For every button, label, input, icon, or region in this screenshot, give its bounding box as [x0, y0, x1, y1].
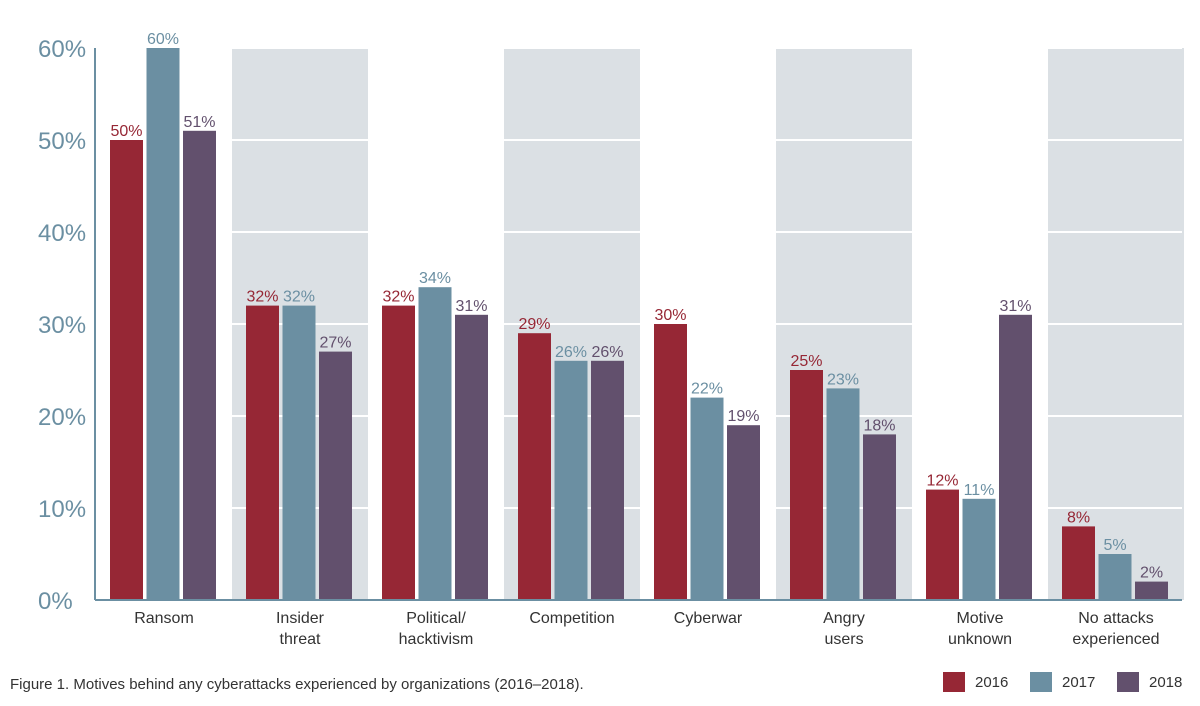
legend-label-2018: 2018 — [1149, 673, 1183, 691]
y-tick-label: 60% — [38, 36, 86, 63]
legend-item-2018: 2018 — [1117, 672, 1182, 692]
bar-value-label: 30% — [654, 307, 686, 324]
bar — [863, 434, 896, 600]
category-label: Political/ — [406, 610, 466, 627]
bar — [1062, 526, 1095, 600]
bar — [246, 305, 279, 600]
bar-value-label: 31% — [455, 298, 487, 315]
bar-value-label: 32% — [246, 289, 278, 306]
bar-value-label: 26% — [555, 344, 587, 361]
legend-item-2017: 2017 — [1030, 672, 1095, 692]
bar — [790, 370, 823, 600]
category-label: Motive — [956, 610, 1003, 627]
bar — [1135, 581, 1168, 600]
bar — [926, 489, 959, 600]
bar-value-label: 31% — [999, 298, 1031, 315]
bar-value-label: 12% — [926, 473, 958, 490]
bar — [146, 48, 180, 600]
bar — [554, 360, 588, 600]
bar — [999, 314, 1032, 600]
y-tick-label: 10% — [38, 496, 86, 523]
bar — [382, 305, 415, 600]
bar-value-label: 5% — [1103, 537, 1126, 554]
y-tick-label: 50% — [38, 128, 86, 155]
category-label: Angry — [823, 610, 865, 627]
bar — [962, 498, 996, 600]
category-label: No attacks — [1078, 610, 1154, 627]
bar — [518, 333, 551, 600]
bar — [418, 287, 452, 600]
figure-caption: Figure 1. Motives behind any cyberattack… — [10, 676, 584, 693]
bar-value-label: 22% — [691, 381, 723, 398]
category-label: experienced — [1072, 631, 1159, 648]
legend-swatch-2018 — [1117, 672, 1139, 692]
bar — [826, 388, 860, 600]
bar — [110, 140, 143, 600]
bar-value-label: 11% — [964, 482, 995, 499]
bar — [183, 130, 216, 601]
legend-swatch-2016 — [943, 672, 965, 692]
bar-value-label: 50% — [110, 123, 142, 140]
category-label: Competition — [529, 610, 614, 627]
bar-value-label: 60% — [147, 31, 179, 48]
y-tick-label: 20% — [38, 404, 86, 431]
bar — [282, 305, 316, 600]
bar-value-label: 8% — [1067, 509, 1090, 526]
bar-value-label: 34% — [419, 270, 451, 287]
category-label: threat — [280, 631, 321, 648]
category-label: Insider — [276, 610, 325, 627]
legend-swatch-2017 — [1030, 672, 1052, 692]
bar-value-label: 23% — [827, 371, 859, 388]
bar-value-label: 29% — [518, 316, 550, 333]
legend-label-2017: 2017 — [1062, 673, 1096, 691]
bar-value-label: 51% — [183, 114, 215, 131]
y-tick-label: 40% — [38, 220, 86, 247]
category-label: Cyberwar — [674, 610, 743, 627]
bar — [591, 360, 624, 600]
bar — [690, 397, 724, 600]
bar-value-label: 2% — [1140, 565, 1163, 582]
category-label: hacktivism — [399, 631, 474, 648]
legend-label-2016: 2016 — [975, 673, 1009, 691]
bar — [455, 314, 488, 600]
bar-value-label: 27% — [319, 335, 351, 352]
bar-value-label: 26% — [591, 344, 623, 361]
category-label: users — [824, 631, 863, 648]
category-label: unknown — [948, 631, 1012, 648]
bar-value-label: 32% — [283, 289, 315, 306]
bar-value-label: 19% — [727, 408, 759, 425]
bar-value-label: 18% — [863, 417, 895, 434]
bar — [727, 425, 760, 600]
category-label: Ransom — [134, 610, 194, 627]
bar-value-label: 25% — [790, 353, 822, 370]
y-tick-label: 0% — [38, 588, 73, 615]
bar — [319, 351, 352, 600]
legend: 2016 2017 2018 — [0, 672, 1200, 696]
bar — [1098, 554, 1132, 600]
y-tick-label: 30% — [38, 312, 86, 339]
bar-value-label: 32% — [382, 289, 414, 306]
legend-item-2016: 2016 — [943, 672, 1008, 692]
bar — [654, 324, 687, 600]
